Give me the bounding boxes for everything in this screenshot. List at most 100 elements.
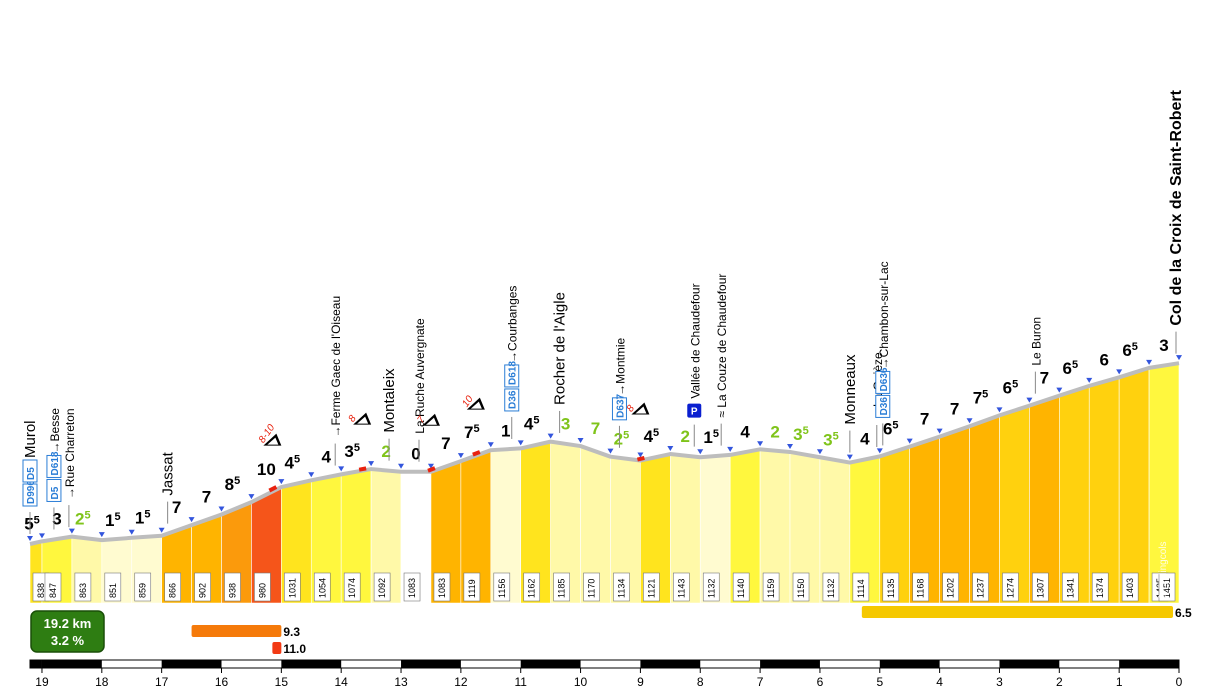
distance-axis: 19 18 17 16 15 14 13 12 11 10 9 8 7 6 5 4 3 2 1 0	[29, 659, 1183, 689]
altitude-box	[44, 572, 62, 602]
km-marker-icon	[27, 536, 33, 541]
altitude-label: 1074	[347, 578, 357, 598]
altitude-label: 1140	[736, 579, 746, 598]
axis-band	[999, 660, 1060, 668]
altitude-label: 1159	[766, 579, 776, 598]
gradient-label: 65	[883, 420, 899, 439]
axis-band	[760, 660, 820, 668]
axis-tick-label: 0	[1176, 675, 1183, 689]
km-marker-icon	[547, 433, 554, 439]
gradient-label: 0	[411, 445, 420, 464]
gradient-label: 6	[1099, 350, 1108, 369]
gradient-label: 2	[770, 422, 779, 441]
gradient-int: 2	[681, 427, 690, 446]
gradient-label: 55	[24, 514, 40, 533]
gradient-decimal: 5	[144, 509, 150, 521]
gradient-int: 7	[950, 399, 959, 418]
gradient-label: 4	[740, 422, 750, 441]
gradient-int: 7	[591, 419, 600, 438]
km-marker-icon	[787, 443, 794, 449]
altitude-box	[822, 572, 840, 602]
gradient-label: 65	[1003, 379, 1019, 398]
gradient-int: 0	[411, 445, 420, 464]
altitude-label: 1132	[706, 579, 716, 598]
km-marker-icon	[667, 446, 674, 452]
altitude-label: 1170	[587, 579, 597, 598]
gradient-int: 6	[883, 420, 892, 439]
altitude-box	[523, 572, 541, 602]
axis-tick-label: 17	[155, 675, 169, 689]
altitude-label: 838	[36, 583, 46, 598]
gradient-label: 7	[202, 488, 211, 507]
gradient-int: 3	[344, 442, 353, 461]
place-label: Montaleix	[381, 368, 398, 433]
steep-warning-inner	[357, 416, 369, 424]
altitude-label: 1114	[856, 579, 866, 598]
steep-warning-label: 8	[347, 413, 359, 424]
altitude-box	[1091, 572, 1109, 602]
km-marker-icon	[996, 407, 1003, 413]
gradient-label: 4	[860, 429, 870, 448]
altitude-box	[1002, 572, 1019, 602]
altitude-label: 1202	[946, 578, 956, 598]
axis-band	[41, 660, 102, 668]
steep-warning-inner	[267, 437, 279, 445]
axis-tick-label: 9	[637, 675, 644, 689]
gradient-int: 6	[1062, 359, 1071, 378]
gradient-int: 5	[24, 514, 33, 533]
gradient-decimal: 5	[1012, 379, 1018, 391]
altitude-box	[583, 572, 600, 602]
km-marker-icon	[278, 479, 285, 485]
km-marker-icon	[338, 466, 345, 472]
km-marker-icon	[577, 438, 584, 444]
gradient-int: 4	[860, 429, 870, 448]
altitude-label: 1162	[527, 579, 537, 598]
gradient-int: 7	[172, 498, 181, 517]
gradient-int: 2	[614, 430, 623, 449]
place-label: →Ferme Gaec de l'Oiseau	[329, 296, 343, 438]
axis-band	[30, 660, 42, 668]
gradient-label: 15	[703, 428, 719, 447]
axis-tick-label: 3	[996, 675, 1003, 689]
gradient-decimal: 5	[653, 427, 659, 439]
altitude-label: 1341	[1065, 578, 1075, 598]
gradient-label: 85	[225, 475, 241, 494]
axis-tick-label: 19	[35, 675, 49, 689]
gradient-decimal: 5	[474, 423, 480, 435]
axis-tick-label: 13	[394, 675, 408, 689]
altitude-box	[643, 572, 660, 602]
altitude-box	[762, 572, 780, 602]
road-number: D36	[879, 397, 890, 416]
gradient-int: 2	[75, 510, 84, 529]
steep-warning-inner	[635, 406, 647, 414]
gradient-label: 3	[52, 510, 61, 529]
road-number: D636	[879, 367, 890, 391]
altitude-box	[942, 572, 959, 602]
altitude-box	[104, 572, 122, 602]
altitude-box	[972, 572, 989, 602]
altitude-box	[1062, 572, 1079, 602]
place-label: Le Buron	[1029, 317, 1043, 366]
altitude-label: 1083	[407, 578, 417, 598]
gradient-decimal: 5	[34, 514, 40, 526]
altitude-label: 980	[257, 583, 267, 598]
altitude-box	[702, 572, 720, 602]
gradient-label: 7	[1040, 369, 1049, 388]
altitude-box	[343, 572, 361, 602]
km-marker-icon	[68, 528, 75, 534]
road-number: D618	[508, 361, 519, 385]
altitude-label: 1168	[916, 579, 926, 598]
climb-bar	[191, 625, 282, 637]
axis-band	[1119, 660, 1179, 668]
axis-tick-label: 4	[936, 675, 943, 689]
altitude-box	[224, 572, 241, 602]
altitude-box	[792, 572, 810, 602]
segment-fill	[1118, 367, 1150, 604]
place-label: Murol	[22, 420, 39, 458]
steep-warnings: 8-108 710 8	[257, 394, 650, 493]
summary-distance: 19.2 km	[44, 616, 92, 631]
place-label: →Rue Charreton	[63, 408, 77, 499]
climb-bar	[272, 642, 282, 654]
altitude-box	[284, 572, 301, 602]
place-label: →Besse	[48, 408, 62, 454]
